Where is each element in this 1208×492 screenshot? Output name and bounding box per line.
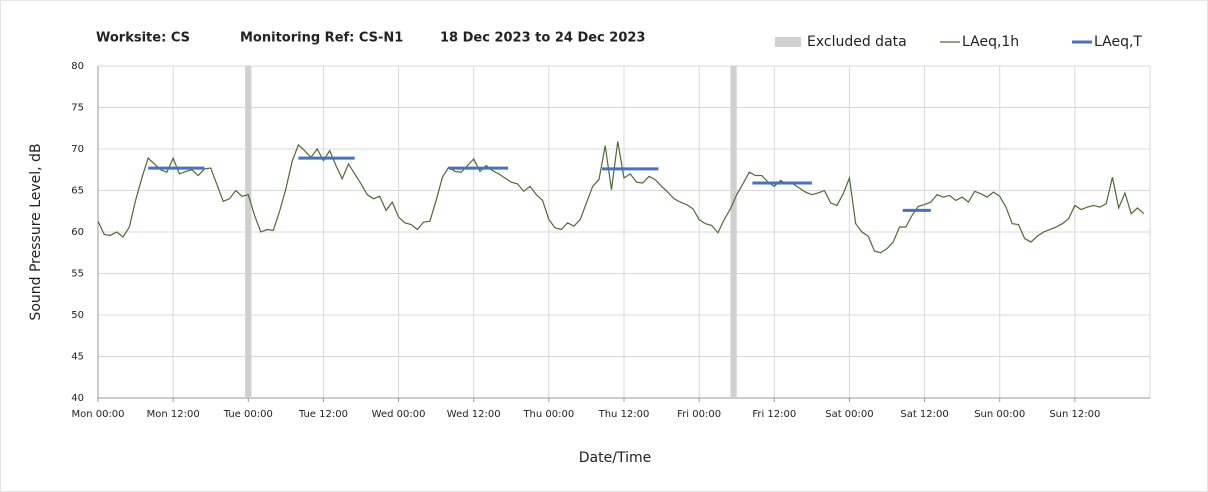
y-tick-label: 40 <box>71 393 84 404</box>
x-axis-label: Date/Time <box>579 450 651 466</box>
title-ref: Monitoring Ref: CS-N1 <box>240 31 403 46</box>
x-tick-label: Sun 12:00 <box>1049 409 1100 420</box>
legend-label: LAeq,T <box>1094 34 1142 50</box>
excluded-band <box>245 66 252 398</box>
line-series <box>97 141 1145 254</box>
x-tick-label: Fri 00:00 <box>677 409 721 420</box>
y-axis-label: Sound Pressure Level, dB <box>28 143 44 320</box>
x-tick-label: Sat 12:00 <box>900 409 948 420</box>
excluded-band <box>730 66 737 398</box>
y-tick-label: 80 <box>71 61 84 72</box>
x-tick-label: Tue 00:00 <box>223 409 273 420</box>
legend-label: LAeq,1h <box>962 34 1019 50</box>
y-tick-label: 55 <box>71 269 84 280</box>
legend-swatch <box>775 37 801 47</box>
y-tick-label: 65 <box>71 186 84 197</box>
y-tick-label: 60 <box>71 227 84 238</box>
y-tick-label: 45 <box>71 352 84 363</box>
x-tick-label: Mon 00:00 <box>71 409 124 420</box>
x-tick-label: Wed 00:00 <box>372 409 426 420</box>
x-tick-label: Thu 12:00 <box>598 409 650 420</box>
x-tick-label: Mon 12:00 <box>147 409 200 420</box>
x-tick-label: Sat 00:00 <box>825 409 873 420</box>
x-tick-label: Sun 00:00 <box>974 409 1025 420</box>
title-worksite: Worksite: CS <box>96 31 190 46</box>
x-tick-label: Fri 12:00 <box>752 409 796 420</box>
x-tick-label: Wed 12:00 <box>447 409 501 420</box>
legend-label: Excluded data <box>807 34 907 50</box>
x-tick-label: Tue 12:00 <box>298 409 348 420</box>
x-tick-label: Thu 00:00 <box>522 409 574 420</box>
y-tick-label: 70 <box>71 144 84 155</box>
y-tick-label: 75 <box>71 103 84 114</box>
y-tick-label: 50 <box>71 310 84 321</box>
title-dates: 18 Dec 2023 to 24 Dec 2023 <box>440 31 645 46</box>
